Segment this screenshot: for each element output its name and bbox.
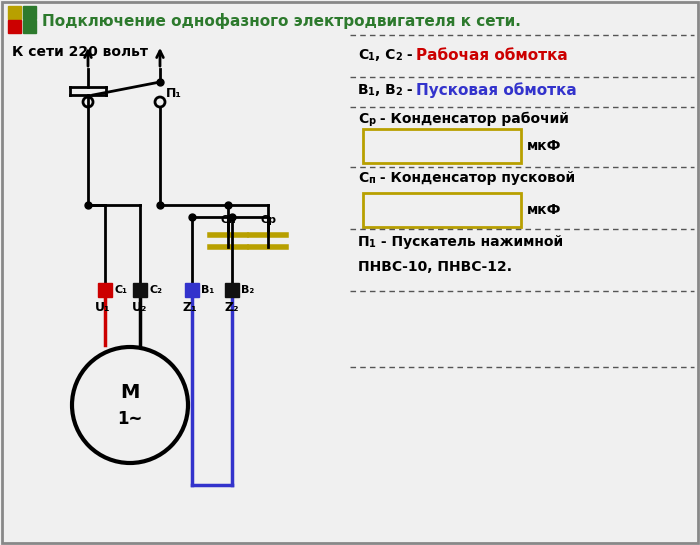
Text: П₁: П₁ — [166, 87, 182, 100]
Text: мкФ: мкФ — [527, 203, 561, 217]
Text: К сети 220 вольт: К сети 220 вольт — [12, 45, 148, 59]
Text: , С: , С — [375, 48, 396, 62]
Text: 1: 1 — [369, 239, 376, 249]
Text: Z₁: Z₁ — [183, 301, 197, 314]
Text: U₁: U₁ — [95, 301, 111, 314]
Text: 2: 2 — [395, 52, 402, 62]
Bar — [133, 283, 147, 297]
Text: 1~: 1~ — [118, 410, 143, 428]
Bar — [363, 129, 521, 163]
Text: Пусковая обмотка: Пусковая обмотка — [416, 82, 577, 98]
Text: В₂: В₂ — [241, 285, 254, 295]
Bar — [363, 193, 521, 227]
Bar — [225, 283, 239, 297]
Text: С: С — [358, 48, 368, 62]
Text: П: П — [358, 235, 370, 249]
Text: В: В — [358, 83, 369, 97]
Bar — [23, 6, 36, 19]
Text: U₂: U₂ — [132, 301, 148, 314]
Text: В₁: В₁ — [201, 285, 214, 295]
Text: 2: 2 — [395, 87, 402, 97]
Text: -: - — [402, 83, 417, 97]
Text: С₂: С₂ — [149, 285, 162, 295]
Text: С₁: С₁ — [114, 285, 127, 295]
Text: , В: , В — [375, 83, 396, 97]
Text: - Конденсатор рабочий: - Конденсатор рабочий — [375, 112, 569, 126]
Text: - Конденсатор пусковой: - Конденсатор пусковой — [375, 171, 575, 185]
Text: -: - — [402, 48, 417, 62]
Text: Рабочая обмотка: Рабочая обмотка — [416, 47, 568, 63]
Bar — [23, 20, 36, 33]
Text: р: р — [368, 116, 375, 126]
Text: п: п — [368, 175, 375, 185]
Text: Z₂: Z₂ — [225, 301, 239, 314]
Text: С: С — [358, 112, 368, 126]
Bar — [8, 20, 21, 33]
Text: - Пускатель нажимной: - Пускатель нажимной — [376, 235, 563, 249]
Bar — [185, 283, 199, 297]
Bar — [98, 283, 112, 297]
Text: Ср: Ср — [260, 215, 276, 225]
Text: Сп: Сп — [220, 215, 236, 225]
Text: ПНВС-10, ПНВС-12.: ПНВС-10, ПНВС-12. — [358, 260, 512, 274]
Text: Подключение однофазного электродвигателя к сети.: Подключение однофазного электродвигателя… — [42, 13, 521, 29]
Text: С: С — [358, 171, 368, 185]
Bar — [8, 6, 21, 19]
Text: мкФ: мкФ — [527, 139, 561, 153]
Text: М: М — [120, 384, 140, 403]
Text: 1: 1 — [368, 52, 374, 62]
Text: 1: 1 — [368, 87, 374, 97]
